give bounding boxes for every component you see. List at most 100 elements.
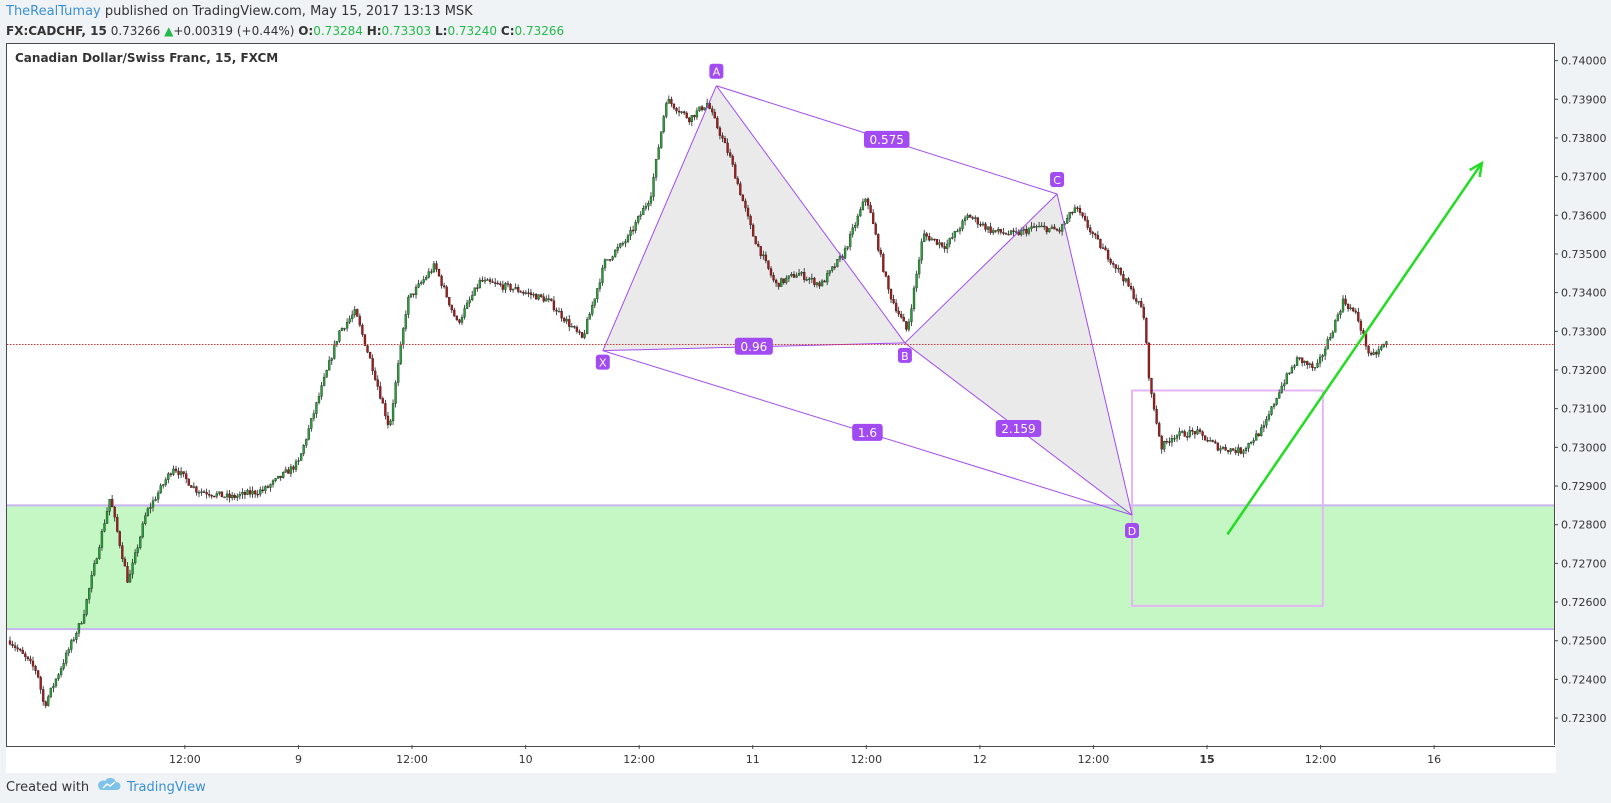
candle-body <box>338 330 341 342</box>
candle <box>1221 446 1225 450</box>
y-tick-label: 0.73000 <box>1561 441 1607 454</box>
candle-body <box>721 135 724 139</box>
candle-body <box>1183 431 1186 437</box>
candle <box>631 225 635 235</box>
candle-body <box>340 328 344 331</box>
candle <box>601 264 604 286</box>
candle-body <box>146 508 150 516</box>
candle <box>649 192 653 207</box>
candle <box>1203 435 1207 441</box>
candle <box>757 240 760 248</box>
candle-body <box>529 292 533 295</box>
candle <box>946 239 949 254</box>
candle <box>159 483 162 494</box>
candle <box>734 161 737 179</box>
pattern-point-bg <box>1125 523 1140 539</box>
candle <box>126 561 129 584</box>
candle-body <box>1308 363 1311 365</box>
candle <box>1313 367 1317 371</box>
candle-body <box>1221 447 1225 449</box>
candle <box>1298 357 1301 361</box>
candle-body <box>463 308 466 318</box>
candle <box>358 313 362 328</box>
candle <box>1186 431 1189 441</box>
ratio-label-bg <box>863 130 910 148</box>
candle-body <box>1147 342 1151 379</box>
candle <box>843 245 847 260</box>
candle <box>1129 282 1133 291</box>
candle <box>465 299 469 310</box>
candle-body <box>1114 264 1117 269</box>
candle-body <box>123 558 127 567</box>
candle-body <box>1048 228 1051 233</box>
candle <box>925 231 928 241</box>
candle-body <box>693 115 696 118</box>
candle-body <box>156 492 160 500</box>
candle-body <box>1127 278 1130 287</box>
candle <box>894 299 898 313</box>
candle-body <box>1152 393 1156 410</box>
candle <box>448 296 451 308</box>
chart-area[interactable] <box>6 43 1556 773</box>
candle-body <box>963 217 967 222</box>
candle-body <box>545 298 548 302</box>
x-tick-label: 10 <box>519 753 533 766</box>
candle <box>826 270 829 286</box>
candle-body <box>614 250 617 257</box>
candle-body <box>430 271 433 273</box>
candle <box>24 651 27 662</box>
candle-body <box>1283 383 1286 387</box>
candle-body <box>907 321 911 330</box>
candle <box>19 647 22 652</box>
candle-body <box>8 640 12 645</box>
candle-body <box>1035 226 1038 228</box>
candle-body <box>1288 372 1291 375</box>
candle-body <box>468 299 471 304</box>
candle <box>537 294 540 301</box>
candle-body <box>1004 233 1008 235</box>
candle-body <box>1313 367 1317 369</box>
candle <box>442 282 446 289</box>
candle <box>320 381 323 400</box>
candle-body <box>478 279 482 288</box>
candle <box>1270 406 1273 416</box>
candle <box>1135 294 1138 305</box>
candle-body <box>317 396 321 403</box>
candle <box>210 494 213 499</box>
candle <box>1170 434 1174 447</box>
y-tick-label: 0.73600 <box>1561 209 1607 222</box>
candle <box>322 373 326 387</box>
candle <box>598 278 602 292</box>
candle-body <box>162 484 165 486</box>
candle-body <box>1275 398 1278 405</box>
candle-body <box>223 496 226 499</box>
candle-body <box>1318 356 1322 364</box>
tradingview-link[interactable]: TradingView <box>127 780 206 795</box>
candle <box>136 544 139 557</box>
candle-body <box>289 466 293 474</box>
candle <box>299 453 303 461</box>
candle <box>506 280 510 288</box>
candle <box>231 492 234 501</box>
x-tick-label: 12:00 <box>850 753 882 766</box>
candle-body <box>54 678 58 687</box>
candle-body <box>1265 419 1268 426</box>
y-tick-label: 0.73800 <box>1561 132 1607 145</box>
candle-body <box>361 324 364 335</box>
candle <box>749 214 752 230</box>
candle <box>527 288 530 298</box>
candle-body <box>391 403 395 422</box>
author-link[interactable]: TheRealTumay <box>6 4 101 19</box>
candle-body <box>113 506 116 518</box>
candle-body <box>540 294 543 297</box>
candle-body <box>1290 367 1294 374</box>
candle <box>667 95 670 104</box>
candle-body <box>177 470 180 475</box>
candle-body <box>836 259 839 267</box>
candle-body <box>47 696 50 706</box>
price-axis: 0.74000 0.73900 0.73800 0.73700 0.73600 0.735… <box>1554 55 1607 725</box>
y-tick-label: 0.72300 <box>1561 712 1607 725</box>
candle <box>1012 227 1015 237</box>
candle <box>1140 297 1143 308</box>
